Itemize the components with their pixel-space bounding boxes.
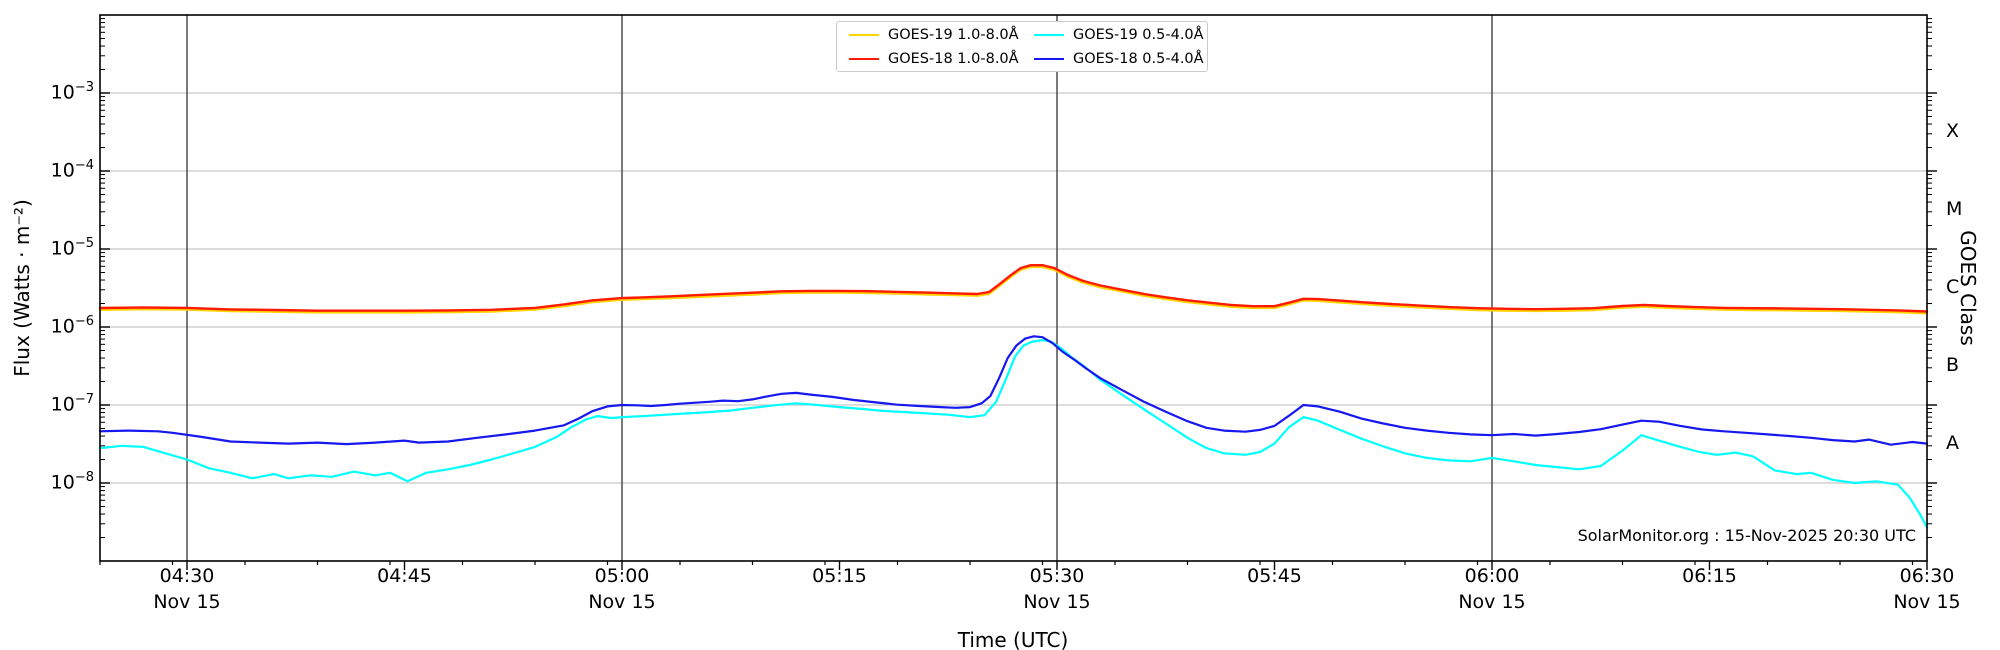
legend-entry: GOES-18 0.5-4.0Å bbox=[1034, 47, 1207, 71]
legend-entry: GOES-18 1.0-8.0Å bbox=[849, 47, 1022, 71]
x-axis-label: Time (UTC) bbox=[957, 628, 1069, 650]
series-goes-19-1-0-8-0- bbox=[98, 265, 1929, 315]
x-tick-date-label: Nov 15 bbox=[153, 591, 221, 613]
x-tick-date-label: Nov 15 bbox=[1893, 591, 1961, 613]
series-goes-19-0-5-4-0- bbox=[98, 339, 1929, 529]
legend-line-sample bbox=[1034, 57, 1064, 60]
legend-line-sample bbox=[849, 33, 879, 36]
x-tick-label: 05:30 bbox=[1029, 565, 1085, 587]
x-tick-label: 06:15 bbox=[1682, 565, 1737, 587]
legend-label: GOES-19 1.0-8.0Å bbox=[888, 26, 1019, 43]
legend: GOES-19 1.0-8.0Å GOES-18 1.0-8.0Å GOES-19 … bbox=[836, 21, 1208, 72]
legend-label: GOES-18 0.5-4.0Å bbox=[1073, 50, 1204, 67]
x-tick-label: 06:30 bbox=[1899, 565, 1955, 587]
x-tick-label: 06:00 bbox=[1464, 565, 1520, 587]
goes-class-label-b: B bbox=[1946, 354, 1960, 376]
x-tick-date-label: Nov 15 bbox=[1023, 591, 1091, 613]
goes-class-label-a: A bbox=[1946, 432, 1959, 454]
legend-label: GOES-18 1.0-8.0Å bbox=[888, 50, 1019, 67]
goes-class-label-m: M bbox=[1946, 198, 1963, 220]
x-tick-label: 05:15 bbox=[812, 565, 867, 587]
legend-entry: GOES-19 1.0-8.0Å bbox=[849, 23, 1022, 47]
goes-class-label-c: C bbox=[1946, 276, 1960, 298]
series-goes-18-1-0-8-0- bbox=[98, 264, 1929, 313]
solarmonitor-credit-text: SolarMonitor.org : 15-Nov-2025 20:30 UTC bbox=[1577, 526, 1916, 545]
x-tick-label: 04:30 bbox=[159, 565, 215, 587]
legend-line-sample bbox=[1034, 33, 1064, 36]
goes-class-label-x: X bbox=[1946, 120, 1960, 142]
x-tick-label: 04:45 bbox=[377, 565, 432, 587]
x-tick-label: 05:45 bbox=[1247, 565, 1302, 587]
plot-border bbox=[99, 14, 1928, 562]
y-tick-label: 10−7 bbox=[50, 392, 94, 416]
x-tick-label: 05:00 bbox=[594, 565, 650, 587]
y-tick-label: 10−5 bbox=[50, 236, 94, 260]
y-axis-label-left: Flux (Watts · m⁻²) bbox=[10, 199, 34, 377]
series-goes-18-0-5-4-0- bbox=[98, 335, 1929, 446]
legend-column: GOES-19 1.0-8.0Å GOES-18 1.0-8.0Å bbox=[849, 22, 1022, 71]
y-tick-label: 10−3 bbox=[50, 80, 94, 104]
legend-column: GOES-19 0.5-4.0Å GOES-18 0.5-4.0Å bbox=[1034, 22, 1207, 71]
legend-entry: GOES-19 0.5-4.0Å bbox=[1034, 23, 1207, 47]
x-tick-date-label: Nov 15 bbox=[1458, 591, 1526, 613]
x-tick-date-label: Nov 15 bbox=[588, 591, 656, 613]
legend-line-sample bbox=[849, 57, 879, 60]
y-tick-label: 10−8 bbox=[50, 470, 94, 494]
legend-label: GOES-19 0.5-4.0Å bbox=[1073, 26, 1204, 43]
y-tick-label: 10−4 bbox=[50, 158, 94, 182]
y-tick-label: 10−6 bbox=[50, 314, 94, 338]
